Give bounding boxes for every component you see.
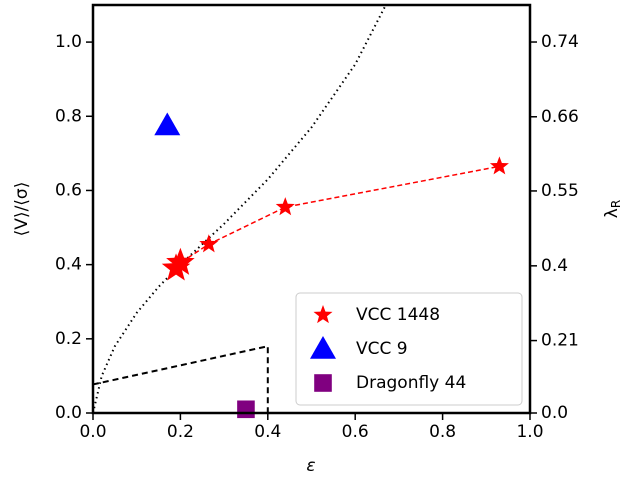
y-tick-label: 0.2 (55, 329, 82, 349)
y2-axis-label: λR (602, 200, 623, 218)
legend: VCC 1448 VCC 9 Dragonfly 44 (295, 292, 523, 406)
legend-label: VCC 1448 (356, 305, 440, 325)
data-point (237, 400, 255, 419)
x-tick-label: 1.0 (516, 422, 543, 442)
legend-box (295, 292, 523, 406)
series-line (175, 165, 500, 269)
y-tick-label: 0.4 (55, 255, 82, 275)
data-point (166, 247, 195, 275)
y2-tick-label: 0.0 (541, 403, 568, 423)
x-tick-label: 0.8 (429, 422, 456, 442)
legend-label: VCC 9 (356, 339, 408, 359)
y2-tick-label: 0.66 (541, 107, 579, 127)
x-tick-label: 0.0 (79, 422, 106, 442)
x-tick-label: 0.6 (342, 422, 369, 442)
plot-frame (91, 3, 532, 415)
data-point (275, 197, 295, 216)
y-tick-label: 0.8 (55, 106, 82, 126)
x-tick-label: 0.4 (254, 422, 281, 442)
y2-tick-label: 0.74 (541, 32, 579, 52)
reference-line (92, 344, 269, 413)
x-axis-label: ε (306, 456, 315, 476)
legend-label: Dragonfly 44 (356, 373, 466, 393)
y2-tick-label: 0.4 (541, 256, 568, 276)
y-tick-label: 0.0 (55, 403, 82, 423)
y-axis-label: ⟨V⟩/⟨σ⟩ (12, 182, 32, 237)
x-tick-label: 0.2 (167, 422, 194, 442)
data-point (489, 156, 509, 175)
y2-tick-label: 0.21 (541, 331, 579, 351)
legend-marker (314, 374, 332, 392)
data-point (154, 112, 181, 136)
data-point (199, 234, 219, 253)
legend-marker (310, 336, 336, 359)
y-tick-label: 0.6 (55, 180, 82, 200)
y2-tick-label: 0.55 (541, 181, 579, 201)
legend-marker (313, 305, 333, 324)
y-tick-label: 1.0 (55, 32, 82, 52)
y2-label-main: λ (602, 208, 622, 218)
y2-label-sub: R (609, 200, 623, 208)
